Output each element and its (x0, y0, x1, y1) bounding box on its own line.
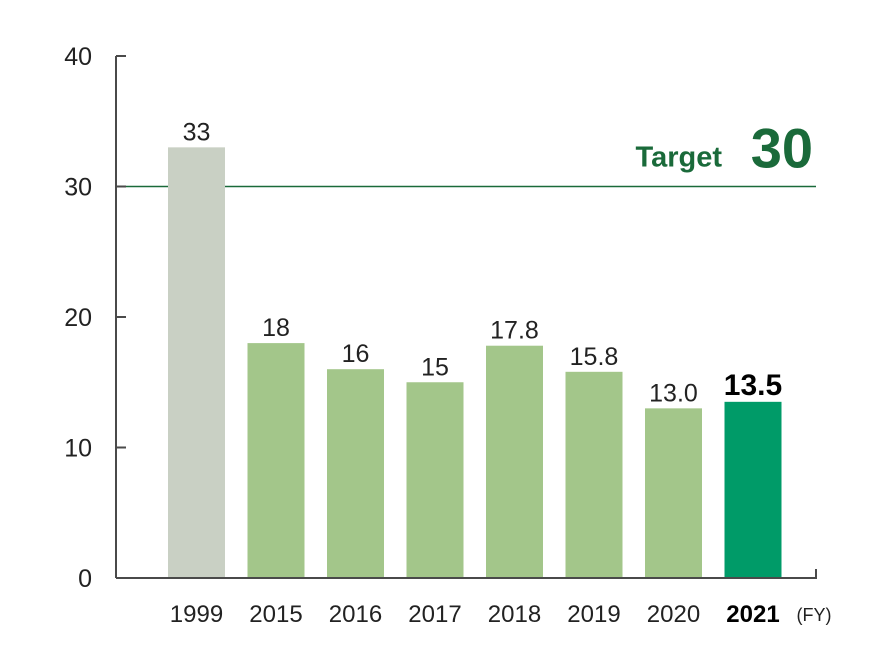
y-tick-label-10: 10 (64, 435, 92, 463)
bar-2017 (406, 382, 464, 578)
x-tick-label-1999: 1999 (170, 601, 223, 628)
value-label-2019: 15.8 (570, 343, 619, 371)
y-tick-label-30: 30 (64, 174, 92, 202)
bars (168, 147, 782, 578)
bar-2019 (565, 371, 623, 578)
value-label-2020: 13.0 (649, 379, 698, 407)
y-tick-label-0: 0 (78, 565, 92, 593)
x-tick-label-2016: 2016 (329, 601, 382, 628)
bar-2021 (724, 401, 782, 578)
x-axis-unit: (FY) (797, 605, 832, 625)
value-labels: 33 18 16 15 17.8 15.8 13.0 13.5 (183, 118, 783, 407)
bar-2020 (645, 408, 702, 578)
bar-2015 (247, 343, 305, 578)
y-axis: 0 10 20 30 40 (64, 43, 126, 593)
target-group: Target 30 (116, 117, 816, 188)
y-tick-label-40: 40 (64, 43, 92, 71)
x-tick-label-2015: 2015 (249, 601, 302, 628)
target-label: Target (636, 142, 723, 174)
value-label-2016: 16 (342, 340, 370, 368)
value-label-2018: 17.8 (490, 317, 539, 345)
x-tick-label-2019: 2019 (567, 601, 620, 628)
value-label-2017: 15 (421, 353, 449, 381)
value-label-2015: 18 (262, 314, 290, 342)
bar-1999 (168, 147, 225, 578)
x-tick-label-2018: 2018 (488, 601, 541, 628)
x-tick-label-2020: 2020 (647, 601, 700, 628)
value-label-2021: 13.5 (724, 369, 782, 402)
x-axis: 1999 2015 2016 2017 2018 2019 2020 2021 (116, 569, 817, 628)
x-tick-label-2021: 2021 (726, 601, 779, 628)
value-label-1999: 33 (183, 118, 211, 146)
target-value: 30 (751, 117, 813, 180)
bar-2016 (327, 369, 384, 578)
bar-2018 (486, 345, 543, 578)
x-tick-label-2017: 2017 (408, 601, 461, 628)
y-tick-label-20: 20 (64, 304, 92, 332)
